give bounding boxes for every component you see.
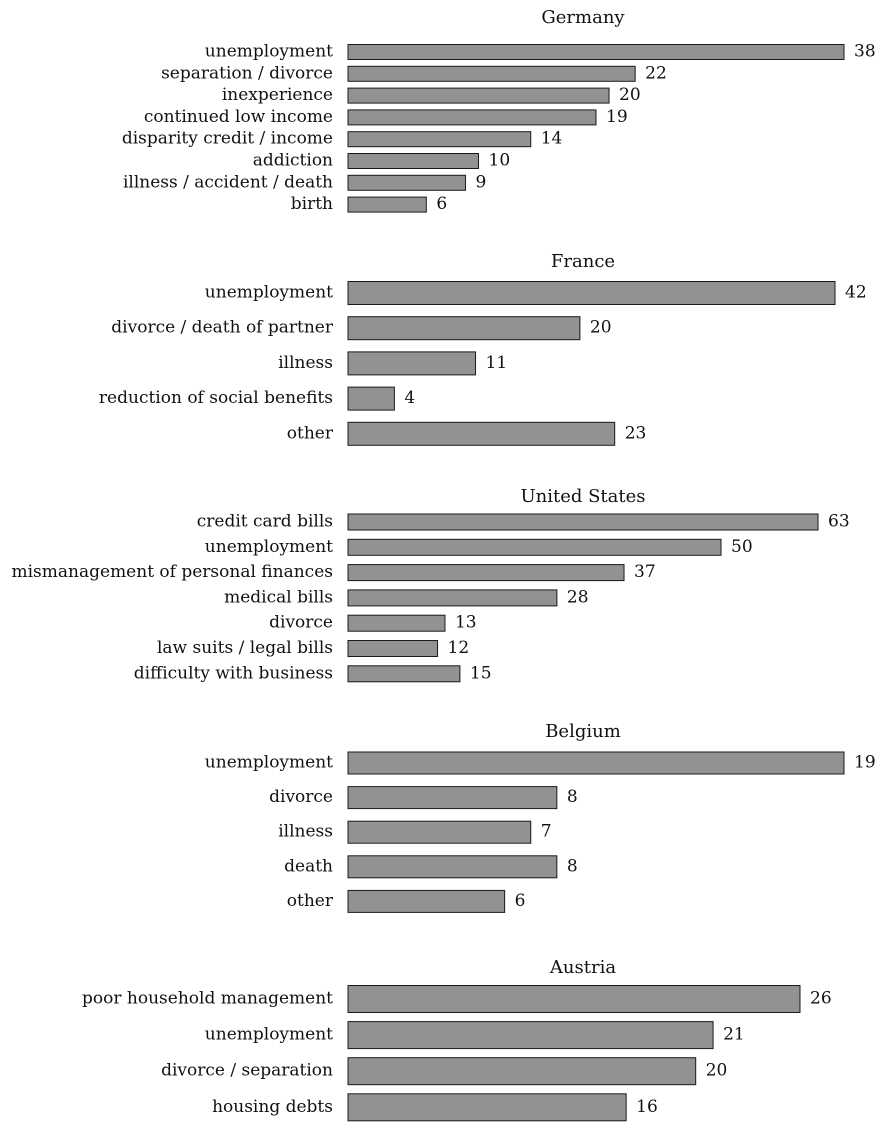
value-label: 20 [706,1061,728,1081]
value-label: 19 [854,753,876,773]
category-label: divorce / death of partner [111,318,334,338]
category-label: reduction of social benefits [99,388,333,408]
bar [347,1093,627,1122]
category-label: addiction [253,151,333,171]
bar [347,538,722,556]
bar [347,855,558,879]
bar [347,1057,697,1086]
category-label: unemployment [205,283,333,303]
bar [347,614,446,632]
value-label: 4 [404,388,415,408]
value-label: 21 [723,1025,745,1045]
value-label: 10 [489,151,511,171]
bar [347,351,477,376]
value-label: 8 [567,787,578,807]
category-label: continued low income [144,107,333,127]
bar [347,316,581,341]
value-label: 23 [625,423,647,443]
bar [347,564,625,582]
value-label: 15 [470,663,492,683]
category-label: medical bills [224,587,333,607]
value-label: 8 [567,856,578,876]
chart-title: France [551,251,615,272]
category-label: divorce / separation [161,1061,333,1081]
category-label: credit card bills [197,512,333,532]
chart-panel-3: Belgium unemployment 19 divorce 8 illness 7 dea… [205,721,876,913]
category-label: unemployment [205,42,333,62]
bar [347,665,461,683]
chart-title: United States [520,486,645,507]
bar [347,889,506,913]
bar [347,44,845,60]
value-label: 42 [845,283,867,303]
category-label: separation / divorce [161,63,333,83]
bar [347,640,439,657]
value-label: 6 [436,194,447,214]
category-label: disparity credit / income [122,129,333,149]
bar [347,174,466,191]
category-label: illness [278,822,333,842]
bar [347,386,395,411]
bar [347,109,597,126]
category-label: illness / accident / death [123,172,333,192]
category-label: illness [278,353,333,373]
value-label: 20 [590,318,612,338]
category-label: birth [291,194,333,214]
category-label: other [287,891,334,911]
chart-title: Belgium [545,721,621,742]
category-label: mismanagement of personal finances [12,562,334,582]
bar [347,513,819,531]
value-label: 16 [636,1097,658,1117]
chart-title: Austria [549,957,616,978]
category-label: death [284,856,333,876]
value-label: 7 [541,822,552,842]
category-label: divorce [269,613,333,633]
bar [347,421,616,446]
value-label: 26 [810,989,832,1009]
category-label: inexperience [222,85,333,105]
chart-panel-1: France unemployment 42 divorce / death of p… [99,251,867,446]
chart-panel-0: Germany unemployment 38 separation / divorc… [122,7,876,214]
bar [347,153,480,169]
category-label: unemployment [205,1025,333,1045]
category-label: housing debts [212,1097,333,1117]
value-label: 19 [606,107,628,127]
value-label: 22 [645,63,667,83]
category-label: divorce [269,787,333,807]
bar [347,131,532,148]
category-label: unemployment [205,753,333,773]
bar [347,196,427,213]
chart-panel-2: United States credit card bills 63 unemploy… [12,486,850,683]
value-label: 13 [455,613,477,633]
value-label: 6 [515,891,526,911]
category-label: unemployment [205,537,333,557]
bar [347,820,532,844]
value-label: 50 [731,537,753,557]
bar [347,589,558,607]
bar [347,65,636,82]
value-label: 12 [448,638,470,658]
bar [347,1021,714,1050]
bar [347,751,845,775]
value-label: 37 [634,562,656,582]
bar [347,87,610,104]
value-label: 14 [541,129,563,149]
value-label: 9 [475,172,486,192]
value-label: 28 [567,587,589,607]
value-label: 20 [619,85,641,105]
value-label: 11 [486,353,508,373]
value-label: 63 [828,512,850,532]
bar [347,281,836,305]
value-label: 38 [854,42,876,62]
category-label: law suits / legal bills [157,638,333,658]
category-label: poor household management [82,989,333,1009]
bar [347,786,558,810]
bar [347,985,801,1013]
chart-title: Germany [541,7,625,28]
category-label: other [287,423,334,443]
category-label: difficulty with business [134,663,333,683]
chart-panel-4: Austria poor household management 26 unempl… [82,957,832,1122]
